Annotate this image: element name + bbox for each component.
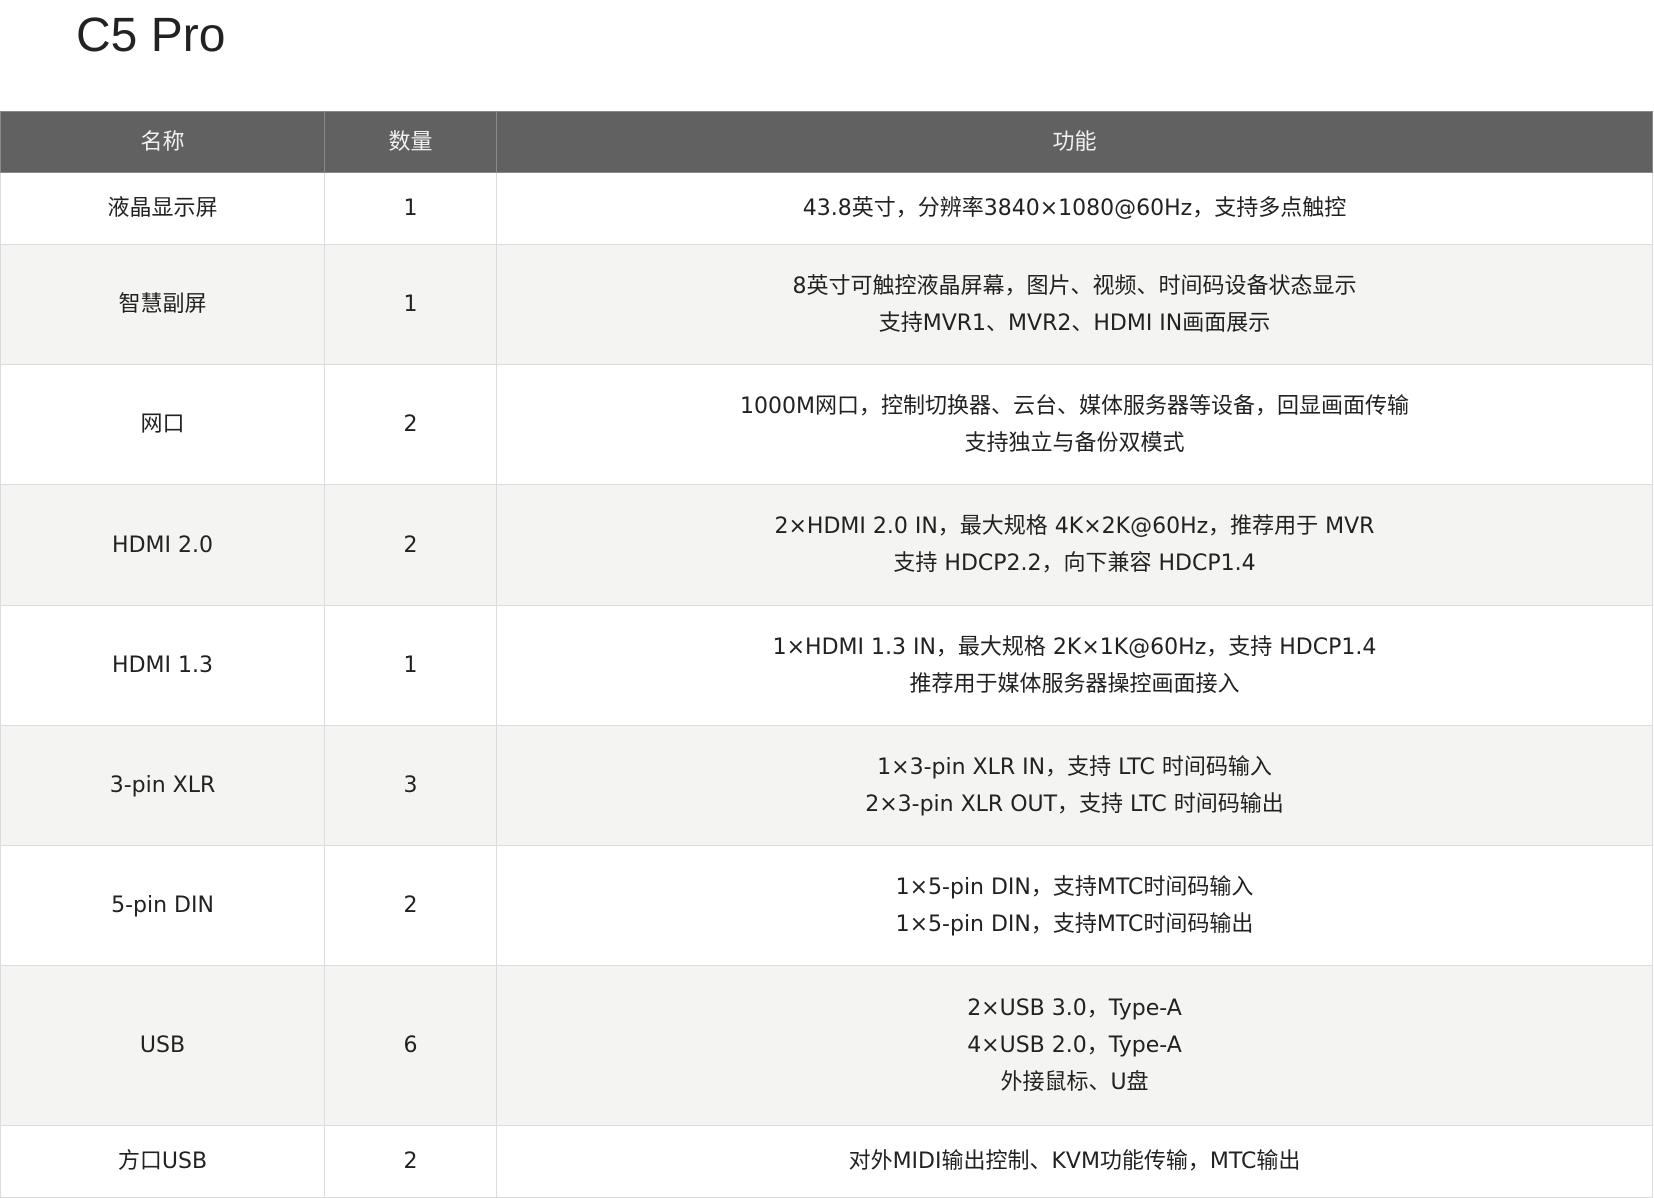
function-line: 推荐用于媒体服务器操控画面接入 <box>909 671 1240 697</box>
cell-function: 1×3-pin XLR IN，支持 LTC 时间码输入 2×3-pin XLR O… <box>496 725 1653 846</box>
table-row: 5-pin DIN 2 1×5-pin DIN，支持MTC时间码输入 1×5-pin … <box>0 845 1653 966</box>
table-row: 方口USB 2 对外MIDI输出控制、KVM功能传输，MTC输出 <box>0 1125 1653 1198</box>
cell-function: 2×HDMI 2.0 IN，最大规格 4K×2K@60Hz，推荐用于 MVR 支持… <box>496 484 1653 606</box>
cell-qty: 1 <box>324 244 497 365</box>
function-line: 对外MIDI输出控制、KVM功能传输，MTC输出 <box>848 1149 1301 1174</box>
table-row: 智慧副屏 1 8英寸可触控液晶屏幕，图片、视频、时间码设备状态显示 支持MVR1、MV… <box>0 244 1653 365</box>
cell-name: 方口USB <box>0 1125 325 1198</box>
table-row: USB 6 2×USB 3.0，Type-A 4×USB 2.0，Type-A 外接鼠标… <box>0 965 1653 1126</box>
function-line: 1×5-pin DIN，支持MTC时间码输出 <box>895 911 1254 937</box>
cell-qty: 1 <box>324 605 497 726</box>
cell-name: HDMI 1.3 <box>0 605 325 726</box>
cell-name: 5-pin DIN <box>0 845 325 966</box>
page-title: C5 Pro <box>76 9 226 62</box>
cell-name: 3-pin XLR <box>0 725 325 846</box>
cell-function: 1×5-pin DIN，支持MTC时间码输入 1×5-pin DIN，支持MTC时… <box>496 845 1653 966</box>
function-line: 2×HDMI 2.0 IN，最大规格 4K×2K@60Hz，推荐用于 MVR <box>774 514 1375 539</box>
cell-qty: 2 <box>324 845 497 966</box>
cell-qty: 3 <box>324 725 497 846</box>
cell-function: 8英寸可触控液晶屏幕，图片、视频、时间码设备状态显示 支持MVR1、MVR2、HD… <box>496 244 1653 365</box>
cell-name: HDMI 2.0 <box>0 484 325 606</box>
cell-qty: 2 <box>324 1125 497 1198</box>
cell-qty: 1 <box>324 172 497 245</box>
table-row: HDMI 2.0 2 2×HDMI 2.0 IN，最大规格 4K×2K@60Hz，推… <box>0 484 1653 606</box>
function-line: 支持MVR1、MVR2、HDMI IN画面展示 <box>878 310 1271 336</box>
function-line: 8英寸可触控液晶屏幕，图片、视频、时间码设备状态显示 <box>792 273 1357 299</box>
cell-qty: 2 <box>324 364 497 485</box>
cell-qty: 2 <box>324 484 497 606</box>
table-row: 3-pin XLR 3 1×3-pin XLR IN，支持 LTC 时间码输入 2×3… <box>0 725 1653 846</box>
cell-function: 1×HDMI 1.3 IN，最大规格 2K×1K@60Hz，支持 HDCP1.4… <box>496 605 1653 726</box>
function-line: 外接鼠标、U盘 <box>1000 1070 1149 1095</box>
cell-qty: 6 <box>324 965 497 1126</box>
cell-function: 43.8英寸，分辨率3840×1080@60Hz，支持多点触控 <box>496 172 1653 245</box>
function-line: 43.8英寸，分辨率3840×1080@60Hz，支持多点触控 <box>802 196 1347 221</box>
cell-function: 2×USB 3.0，Type-A 4×USB 2.0，Type-A 外接鼠标、U盘 <box>496 965 1653 1126</box>
function-line: 支持独立与备份双模式 <box>964 430 1185 456</box>
function-line: 1×3-pin XLR IN，支持 LTC 时间码输入 <box>877 754 1272 780</box>
table-row: HDMI 1.3 1 1×HDMI 1.3 IN，最大规格 2K×1K@60Hz，支… <box>0 605 1653 726</box>
table-header: 名称 数量 功能 <box>0 111 1653 173</box>
cell-name: 智慧副屏 <box>0 244 325 365</box>
function-line: 2×USB 3.0，Type-A <box>967 996 1182 1021</box>
cell-name: 液晶显示屏 <box>0 172 325 245</box>
function-line: 2×3-pin XLR OUT，支持 LTC 时间码输出 <box>865 791 1284 817</box>
cell-name: USB <box>0 965 325 1126</box>
table-row: 网口 2 1000M网口，控制切换器、云台、媒体服务器等设备，回显画面传输 支持独立与… <box>0 364 1653 485</box>
cell-function: 1000M网口，控制切换器、云台、媒体服务器等设备，回显画面传输 支持独立与备份双… <box>496 364 1653 485</box>
header-qty: 数量 <box>324 111 497 173</box>
function-line: 1×HDMI 1.3 IN，最大规格 2K×1K@60Hz，支持 HDCP1.4 <box>772 634 1377 660</box>
table-row: 液晶显示屏 1 43.8英寸，分辨率3840×1080@60Hz，支持多点触控 <box>0 172 1653 245</box>
function-line: 1000M网口，控制切换器、云台、媒体服务器等设备，回显画面传输 <box>740 393 1409 419</box>
header-function: 功能 <box>496 111 1653 173</box>
function-line: 支持 HDCP2.2，向下兼容 HDCP1.4 <box>893 551 1256 576</box>
function-line: 4×USB 2.0，Type-A <box>967 1033 1182 1058</box>
header-name: 名称 <box>0 111 325 173</box>
spec-table: 名称 数量 功能 液晶显示屏 1 43.8英寸，分辨率3840×1080@60Hz，… <box>0 111 1653 1198</box>
cell-function: 对外MIDI输出控制、KVM功能传输，MTC输出 <box>496 1125 1653 1198</box>
cell-name: 网口 <box>0 364 325 485</box>
function-line: 1×5-pin DIN，支持MTC时间码输入 <box>895 874 1254 900</box>
